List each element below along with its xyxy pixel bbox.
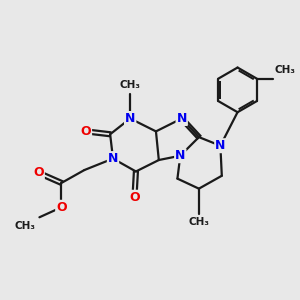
- Text: N: N: [125, 112, 135, 125]
- Text: CH₃: CH₃: [274, 65, 295, 75]
- Text: O: O: [56, 201, 67, 214]
- Text: CH₃: CH₃: [15, 221, 36, 231]
- Text: N: N: [176, 112, 187, 125]
- Text: N: N: [108, 152, 118, 165]
- Text: O: O: [33, 167, 44, 179]
- Text: CH₃: CH₃: [120, 80, 141, 90]
- Text: N: N: [175, 149, 185, 162]
- Text: O: O: [80, 125, 91, 138]
- Text: O: O: [129, 191, 140, 204]
- Text: CH₃: CH₃: [188, 217, 209, 227]
- Text: N: N: [215, 139, 226, 152]
